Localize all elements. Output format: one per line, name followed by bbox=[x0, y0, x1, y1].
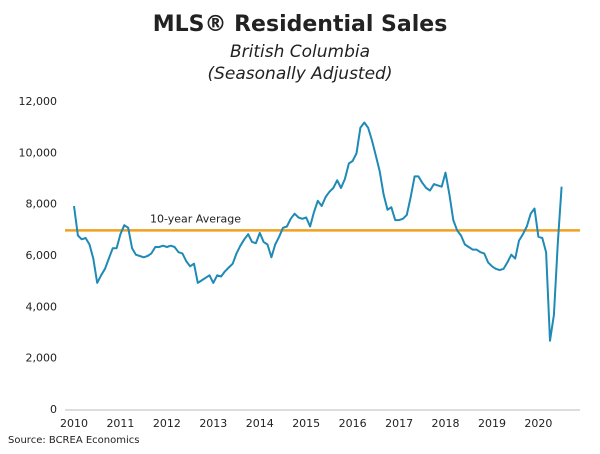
x-tick-label: 2010 bbox=[60, 417, 88, 430]
x-tick-label: 2020 bbox=[524, 417, 552, 430]
chart-title: MLS® Residential Sales bbox=[153, 12, 448, 37]
x-tick-label: 2013 bbox=[199, 417, 227, 430]
y-tick-label: 10,000 bbox=[19, 146, 58, 159]
data-line bbox=[73, 121, 563, 342]
y-tick-label: 4,000 bbox=[26, 300, 58, 313]
chart-subtitle: British Columbia bbox=[230, 42, 370, 62]
source-note: Source: BCREA Economics bbox=[8, 435, 139, 446]
x-tick-label: 2019 bbox=[478, 417, 506, 430]
y-tick-label: 8,000 bbox=[26, 198, 58, 211]
y-tick-label: 6,000 bbox=[26, 249, 58, 262]
y-tick-label: 12,000 bbox=[19, 95, 58, 108]
x-tick-label: 2014 bbox=[246, 417, 274, 430]
x-tick-label: 2016 bbox=[339, 417, 367, 430]
y-tick-label: 2,000 bbox=[26, 352, 58, 365]
x-tick-label: 2018 bbox=[432, 417, 460, 430]
x-tick-label: 2017 bbox=[385, 417, 413, 430]
y-tick-label: 0 bbox=[50, 403, 57, 416]
chart-subtitle: (Seasonally Adjusted) bbox=[208, 64, 393, 84]
x-tick-label: 2015 bbox=[292, 417, 320, 430]
x-tick-label: 2011 bbox=[106, 417, 134, 430]
reference-label: 10-year Average bbox=[150, 212, 241, 225]
x-tick-label: 2012 bbox=[153, 417, 181, 430]
